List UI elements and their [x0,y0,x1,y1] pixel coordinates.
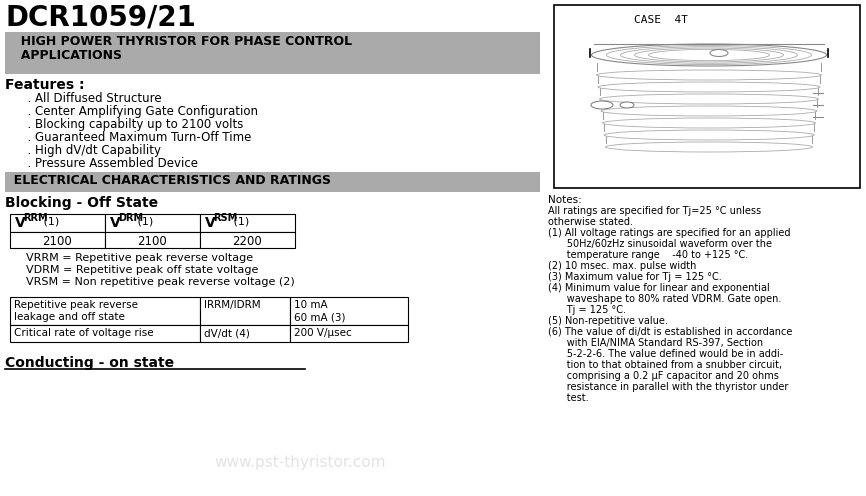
Text: Blocking - Off State: Blocking - Off State [5,196,158,210]
Bar [200,325,290,342]
Text: HIGH POWER THYRISTOR FOR PHASE CONTROL: HIGH POWER THYRISTOR FOR PHASE CONTROL [12,35,352,48]
Bar [290,325,408,342]
Ellipse shape [598,82,820,92]
Text: . High dV/dt Capability: . High dV/dt Capability [5,144,161,157]
Text: (1): (1) [134,216,154,226]
Bar [10,232,105,248]
Text: (1) All voltage ratings are specified for an applied: (1) All voltage ratings are specified fo… [548,228,791,238]
Bar [554,5,860,188]
Text: dV/dt (4): dV/dt (4) [204,328,250,338]
Text: otherwise stated.: otherwise stated. [548,217,633,227]
Ellipse shape [591,101,613,109]
Text: (6) The value of di/dt is established in accordance: (6) The value of di/dt is established in… [548,327,792,337]
Ellipse shape [620,102,634,108]
Text: waveshape to 80% rated VDRM. Gate open.: waveshape to 80% rated VDRM. Gate open. [548,294,781,304]
Text: IRRM/IDRM: IRRM/IDRM [204,300,261,310]
Ellipse shape [591,44,826,66]
Bar [10,325,200,342]
Text: leakage and off state: leakage and off state [14,312,125,322]
Text: Tj = 125 °C.: Tj = 125 °C. [548,305,626,315]
Text: 2100: 2100 [42,235,72,248]
Bar [200,297,290,325]
Text: resistance in parallel with the thyristor under: resistance in parallel with the thyristo… [548,382,788,392]
Text: V: V [205,216,216,230]
Text: . Pressure Assembled Device: . Pressure Assembled Device [5,157,198,170]
Text: comprising a 0.2 μF capacitor and 20 ohms: comprising a 0.2 μF capacitor and 20 ohm… [548,371,779,381]
Text: with EIA/NIMA Standard RS-397, Section: with EIA/NIMA Standard RS-397, Section [548,338,763,348]
Text: APPLICATIONS: APPLICATIONS [12,49,122,62]
Text: V: V [15,216,26,230]
Bar [200,232,295,248]
Text: www.pst-thyristor.com: www.pst-thyristor.com [214,455,385,470]
Ellipse shape [603,118,816,128]
Text: Critical rate of voltage rise: Critical rate of voltage rise [14,328,153,338]
Text: VDRM = Repetitive peak off state voltage: VDRM = Repetitive peak off state voltage [5,265,258,275]
Text: 2200: 2200 [232,235,262,248]
Text: temperature range    -40 to +125 °C.: temperature range -40 to +125 °C. [548,250,748,260]
Text: (5) Non-repetitive value.: (5) Non-repetitive value. [548,316,668,326]
Text: test.: test. [548,393,589,403]
Text: DCR1059/21: DCR1059/21 [5,3,196,31]
Bar [10,297,200,325]
Bar [10,214,105,232]
Ellipse shape [599,94,818,104]
Text: . All Diffused Structure: . All Diffused Structure [5,92,162,105]
Text: (1): (1) [40,216,59,226]
Bar [5,172,540,192]
Bar [5,32,540,74]
Text: Repetitive peak reverse: Repetitive peak reverse [14,300,138,310]
Text: 10 mA: 10 mA [294,300,327,310]
Text: Features :: Features : [5,78,85,92]
Text: (2) 10 msec. max. pulse width: (2) 10 msec. max. pulse width [548,261,696,271]
Bar [105,232,200,248]
Text: tion to that obtained from a snubber circuit,: tion to that obtained from a snubber cir… [548,360,782,370]
Text: DRM: DRM [118,213,143,223]
Ellipse shape [605,142,812,152]
Text: Conducting - on state: Conducting - on state [5,356,174,370]
Text: All ratings are specified for Tj=25 °C unless: All ratings are specified for Tj=25 °C u… [548,206,761,216]
Text: 200 V/μsec: 200 V/μsec [294,328,352,338]
Text: ELECTRICAL CHARACTERISTICS AND RATINGS: ELECTRICAL CHARACTERISTICS AND RATINGS [5,174,331,187]
Text: (3) Maximum value for Tj = 125 °C.: (3) Maximum value for Tj = 125 °C. [548,272,721,282]
Text: CASE  4T: CASE 4T [634,15,688,25]
Bar [200,214,295,232]
Text: V: V [110,216,120,230]
Text: VRSM = Non repetitive peak reverse voltage (2): VRSM = Non repetitive peak reverse volta… [5,277,294,287]
Ellipse shape [604,130,814,140]
Text: 60 mA (3): 60 mA (3) [294,312,346,322]
Text: . Blocking capabilty up to 2100 volts: . Blocking capabilty up to 2100 volts [5,118,243,131]
Text: (1): (1) [229,216,249,226]
Text: Notes:: Notes: [548,195,582,205]
Text: VRRM = Repetitive peak reverse voltage: VRRM = Repetitive peak reverse voltage [5,253,253,263]
Text: . Guaranteed Maximum Turn-Off Time: . Guaranteed Maximum Turn-Off Time [5,131,251,144]
Bar [105,214,200,232]
Text: RRM: RRM [23,213,48,223]
Text: . Center Amplifying Gate Configuration: . Center Amplifying Gate Configuration [5,105,258,118]
Ellipse shape [710,50,728,57]
Text: (4) Minimum value for linear and exponential: (4) Minimum value for linear and exponen… [548,283,770,293]
Text: 2100: 2100 [137,235,167,248]
Ellipse shape [597,70,822,80]
Text: RSM: RSM [213,213,237,223]
Ellipse shape [601,106,817,116]
Bar [592,54,827,66]
Bar [290,297,408,325]
Text: 50Hz/60zHz sinusoidal waveform over the: 50Hz/60zHz sinusoidal waveform over the [548,239,772,249]
Text: 5-2-2-6. The value defined would be in addi-: 5-2-2-6. The value defined would be in a… [548,349,783,359]
